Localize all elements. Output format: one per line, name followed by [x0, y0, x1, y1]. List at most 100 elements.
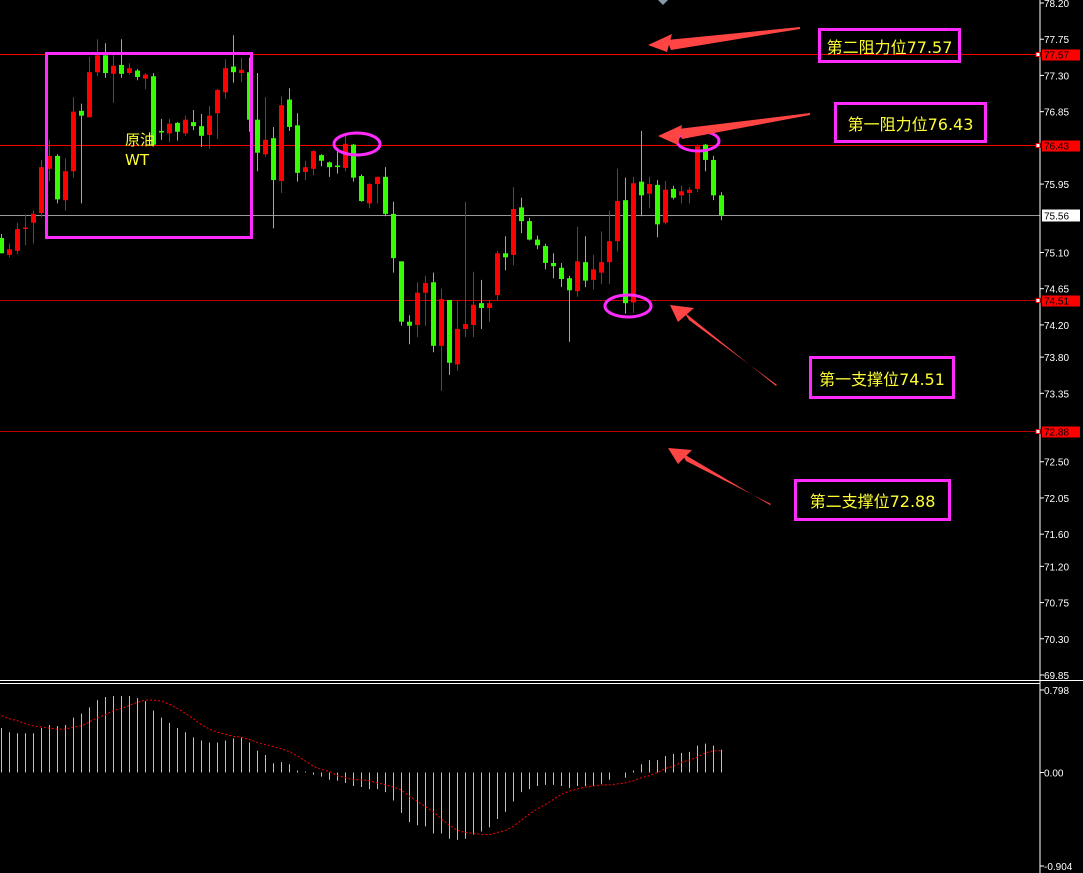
box-note-line-1: 原油: [125, 131, 156, 149]
candle: [263, 97, 268, 157]
y-tick-label: 74.65: [1044, 285, 1069, 296]
candle-body: [455, 328, 460, 365]
candle: [247, 57, 252, 132]
candle-body: [119, 64, 124, 74]
candle-body: [7, 249, 12, 255]
candle-body: [463, 324, 468, 329]
level-price-label: 72.88: [1044, 428, 1069, 439]
candle: [279, 96, 284, 193]
candle-body: [0, 237, 4, 254]
candle: [631, 176, 636, 313]
candle: [159, 118, 164, 140]
candle-body: [559, 267, 564, 280]
level-price-tag: [1042, 140, 1080, 152]
candle: [471, 271, 476, 337]
support-1-label: 第一支撑位74.51: [809, 356, 955, 399]
candle-body: [703, 144, 708, 160]
highlight-box: [45, 52, 253, 239]
candle-body: [151, 76, 156, 145]
candle-body: [535, 239, 540, 246]
candle: [375, 176, 380, 204]
macd-signal-line: [1, 699, 722, 836]
arrow-icon: [682, 453, 771, 505]
arrow-icon: [668, 448, 692, 464]
candle-body: [367, 184, 372, 204]
y-tick-label: 73.80: [1044, 353, 1069, 364]
candle: [31, 210, 36, 244]
candle-body: [447, 299, 452, 363]
candle: [119, 39, 124, 78]
y-tick-label: 76.85: [1044, 108, 1069, 119]
candle: [463, 201, 468, 337]
candle: [503, 236, 508, 271]
candle-body: [15, 229, 20, 251]
candle-body: [663, 189, 668, 223]
candle-body: [407, 321, 412, 326]
level-price-tag: [1042, 426, 1080, 438]
candle-body: [167, 123, 172, 134]
candle-body: [383, 176, 388, 214]
candle-body: [639, 181, 644, 196]
candle-body: [159, 130, 164, 133]
candle: [0, 233, 4, 254]
candle: [15, 222, 20, 255]
arrow-icon: [648, 34, 672, 52]
candle-body: [79, 110, 84, 116]
level-handle: [1035, 298, 1041, 303]
candle: [639, 130, 644, 217]
candle: [287, 88, 292, 131]
candle-body: [303, 167, 308, 173]
candle: [679, 185, 684, 204]
candle-body: [487, 303, 492, 309]
candle: [671, 185, 676, 200]
candle-body: [591, 269, 596, 280]
candle: [703, 143, 708, 172]
candle: [295, 113, 300, 182]
level-price-tag: [1042, 49, 1080, 61]
candle: [711, 155, 716, 201]
candle: [271, 126, 276, 229]
candle: [719, 192, 724, 221]
candle: [191, 110, 196, 131]
candle: [311, 150, 316, 176]
candle-body: [423, 283, 428, 293]
candle: [407, 315, 412, 345]
chart-shift-marker-icon[interactable]: [658, 0, 668, 5]
candle-body: [391, 213, 396, 259]
macd-y-tick-label: 0.00: [1044, 769, 1064, 780]
candle-body: [375, 176, 380, 185]
candle: [199, 114, 204, 148]
arrow-icon: [667, 27, 800, 50]
candle-body: [311, 151, 316, 169]
level-handle: [1035, 429, 1041, 434]
y-tick-label: 77.30: [1044, 71, 1069, 82]
level-handle: [1035, 143, 1041, 148]
candle: [63, 158, 68, 211]
candle-body: [175, 122, 180, 132]
macd-y-tick-label: -0.904: [1044, 862, 1073, 873]
level-price-tag: [1042, 295, 1080, 307]
y-tick-label: 71.20: [1044, 562, 1069, 573]
candle: [575, 226, 580, 297]
candle: [535, 235, 540, 250]
candle-body: [711, 159, 716, 196]
candle: [559, 262, 564, 288]
candle-body: [695, 146, 700, 189]
candle-body: [327, 162, 332, 168]
candle-body: [359, 176, 364, 201]
candle: [623, 177, 628, 314]
candle: [599, 231, 604, 284]
candle: [103, 43, 108, 78]
candle: [511, 187, 516, 266]
candle: [383, 167, 388, 217]
current-price-label: 75.56: [1044, 212, 1069, 223]
candle-body: [47, 155, 52, 169]
level-handle: [1035, 52, 1041, 57]
candle: [591, 254, 596, 290]
candle-body: [31, 213, 36, 223]
candle-body: [87, 72, 92, 118]
candle-body: [655, 184, 660, 225]
candle: [519, 197, 524, 234]
y-tick-label: 75.95: [1044, 180, 1069, 191]
candle-body: [127, 68, 132, 74]
